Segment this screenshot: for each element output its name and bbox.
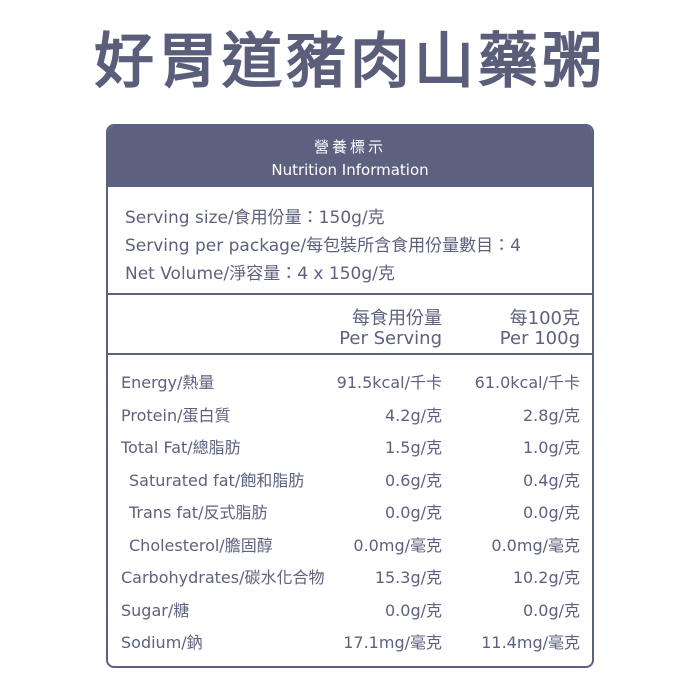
nutrient-rows: Energy/熱量 91.5kcal/千卡 61.0kcal/千卡 Protein/蛋… — [108, 126, 592, 666]
serving-line: Serving per package/每包裝所含食用份量數目：4 — [125, 236, 521, 256]
column-header: Per Serving — [339, 328, 442, 349]
header-band: 營養標示 Nutrition Information — [108, 126, 592, 187]
column-header: 每100克 — [509, 308, 580, 329]
nutrient-name: Sodium/鈉 — [121, 633, 203, 652]
per-100g-value: 11.4mg/毫克 — [481, 633, 580, 652]
separator — [108, 293, 592, 295]
per-100g-value: 0.4g/克 — [523, 470, 580, 490]
per-serving-value: 0.6g/克 — [385, 470, 442, 490]
per-100g-value: 0.0mg/毫克 — [491, 535, 580, 555]
nutrient-name: Total Fat/總脂肪 — [121, 438, 241, 457]
per-serving-value: 0.0mg/毫克 — [353, 535, 442, 555]
column-header: 每食用份量 — [352, 308, 442, 329]
nutrient-name: Trans fat/反式脂肪 — [129, 503, 268, 522]
nutrient-name: Protein/蛋白質 — [121, 405, 231, 425]
header-zh: 營養標示 — [313, 138, 386, 156]
per-100g-value: 2.8g/克 — [523, 405, 580, 425]
nutrient-name: Sugar/糖 — [121, 600, 190, 620]
separator — [108, 353, 592, 355]
nutrient-name: Cholesterol/膽固醇 — [129, 535, 273, 555]
nutrient-name: Energy/熱量 — [121, 373, 215, 392]
per-serving-value: 0.0g/克 — [385, 503, 442, 522]
per-100g-value: 1.0g/克 — [523, 438, 580, 457]
product-title: 好胃道豬肉山藥粥 — [94, 27, 606, 97]
nutrient-name: Carbohydrates/碳水化合物 — [121, 568, 325, 587]
per-100g-value: 0.0g/克 — [523, 503, 580, 522]
per-100g-value: 61.0kcal/千卡 — [474, 373, 580, 392]
nutrition-panel: 營養標示 Nutrition Information Serving size/… — [106, 124, 594, 668]
nutrient-name: Saturated fat/飽和脂肪 — [129, 470, 305, 490]
per-100g-value: 10.2g/克 — [512, 568, 580, 587]
per-serving-value: 17.1mg/毫克 — [343, 633, 442, 652]
serving-line: Net Volume/淨容量：4 x 150g/克 — [125, 264, 395, 284]
serving-line: Serving size/食用份量：150g/克 — [125, 208, 385, 228]
per-serving-value: 91.5kcal/千卡 — [336, 373, 442, 392]
header-en: Nutrition Information — [271, 161, 429, 179]
per-serving-value: 0.0g/克 — [385, 600, 442, 620]
column-header: Per 100g — [499, 328, 580, 349]
per-serving-value: 4.2g/克 — [385, 405, 442, 425]
per-serving-value: 15.3g/克 — [374, 568, 442, 587]
per-serving-value: 1.5g/克 — [385, 438, 442, 457]
per-100g-value: 0.0g/克 — [523, 600, 580, 620]
